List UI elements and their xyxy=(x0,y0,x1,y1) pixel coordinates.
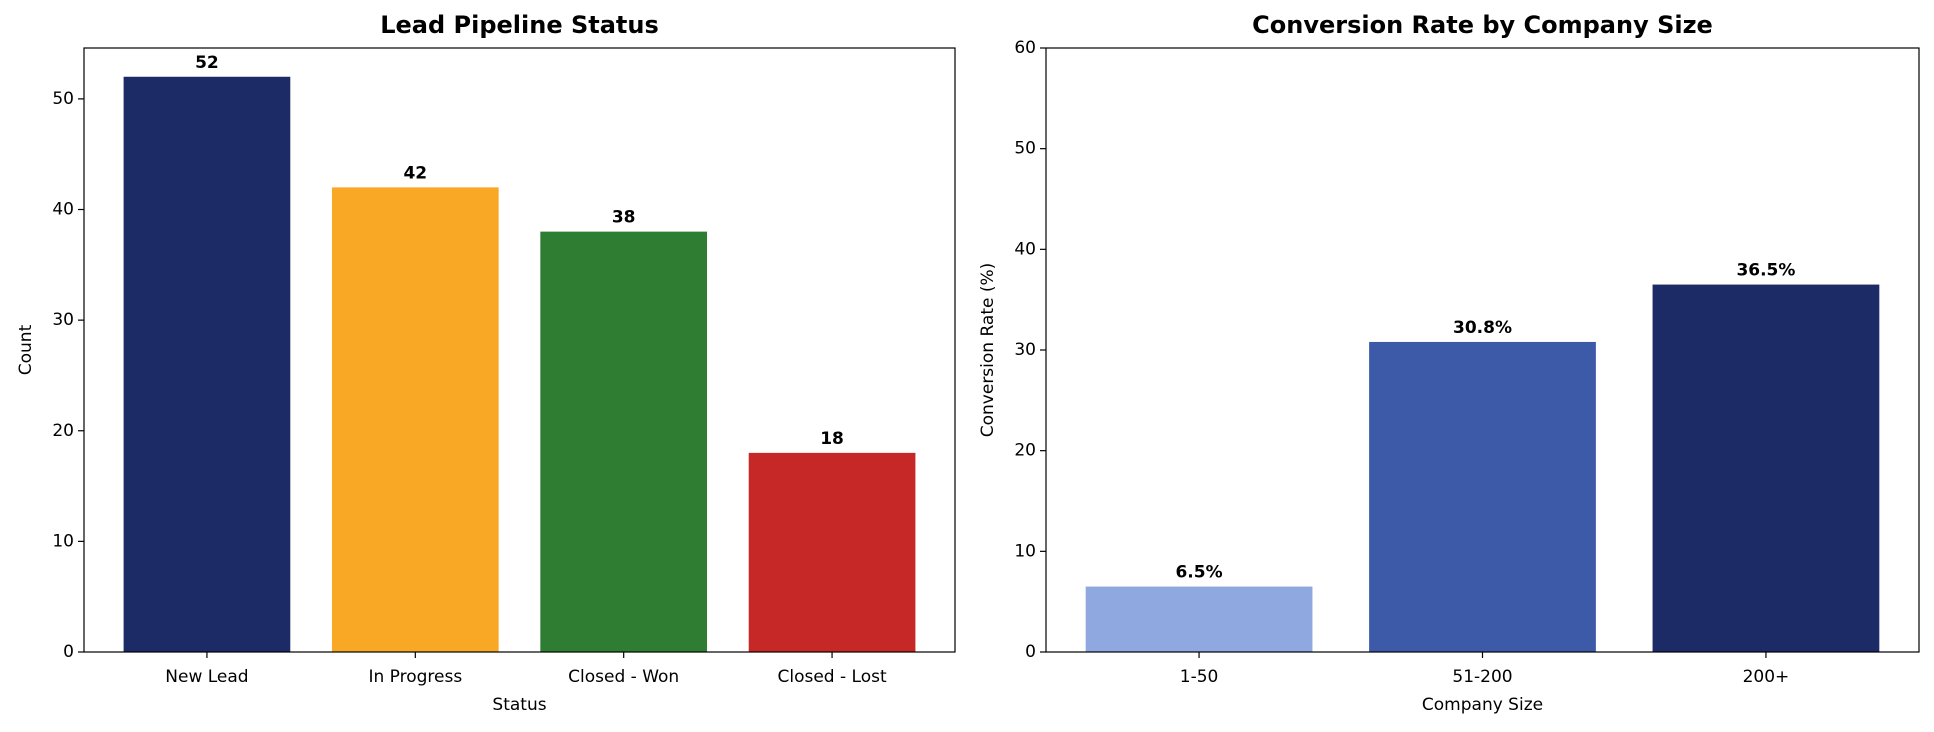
y-tick-label: 60 xyxy=(1014,38,1036,58)
value-label: 52 xyxy=(195,53,219,73)
value-label: 42 xyxy=(403,163,427,183)
y-tick-label: 10 xyxy=(52,531,74,551)
axes-frame xyxy=(1045,47,1920,653)
y-tick-label: 30 xyxy=(52,310,74,330)
x-axis-label: Status xyxy=(492,695,546,715)
y-tick-label: 40 xyxy=(52,200,74,220)
chart-title: Lead Pipeline Status xyxy=(380,11,659,39)
bar xyxy=(1085,586,1313,652)
y-tick-label: 40 xyxy=(1014,239,1036,259)
x-tick-label: In Progress xyxy=(368,667,462,687)
y-tick-label: 20 xyxy=(52,421,74,441)
x-tick-label: New Lead xyxy=(165,667,248,687)
x-tick-label: 200+ xyxy=(1743,667,1790,687)
bar xyxy=(123,76,291,652)
y-tick-label: 50 xyxy=(52,89,74,109)
chart-title: Conversion Rate by Company Size xyxy=(1252,11,1713,39)
value-label: 6.5% xyxy=(1175,563,1222,583)
y-axis-label: Count xyxy=(16,324,36,375)
value-label: 18 xyxy=(820,429,844,449)
x-tick-label: Closed - Lost xyxy=(777,667,886,687)
value-label: 30.8% xyxy=(1453,318,1512,338)
y-tick-label: 0 xyxy=(63,642,74,662)
y-tick-label: 30 xyxy=(1014,340,1036,360)
x-axis-label: Company Size xyxy=(1422,695,1543,715)
x-tick-label: 51-200 xyxy=(1452,667,1512,687)
value-label: 38 xyxy=(612,208,636,228)
bar xyxy=(748,452,916,652)
x-tick-label: 1-50 xyxy=(1180,667,1219,687)
y-tick-label: 10 xyxy=(1014,541,1036,561)
bar xyxy=(1652,284,1880,652)
axes-frame xyxy=(83,47,956,653)
value-label: 36.5% xyxy=(1736,261,1795,281)
y-tick-label: 50 xyxy=(1014,139,1036,159)
bar xyxy=(540,231,708,652)
y-tick-label: 0 xyxy=(1025,642,1036,662)
x-tick-label: Closed - Won xyxy=(568,667,679,687)
bar xyxy=(331,187,499,652)
bar xyxy=(1369,341,1596,652)
y-axis-label: Conversion Rate (%) xyxy=(978,263,998,438)
y-tick-label: 20 xyxy=(1014,441,1036,461)
